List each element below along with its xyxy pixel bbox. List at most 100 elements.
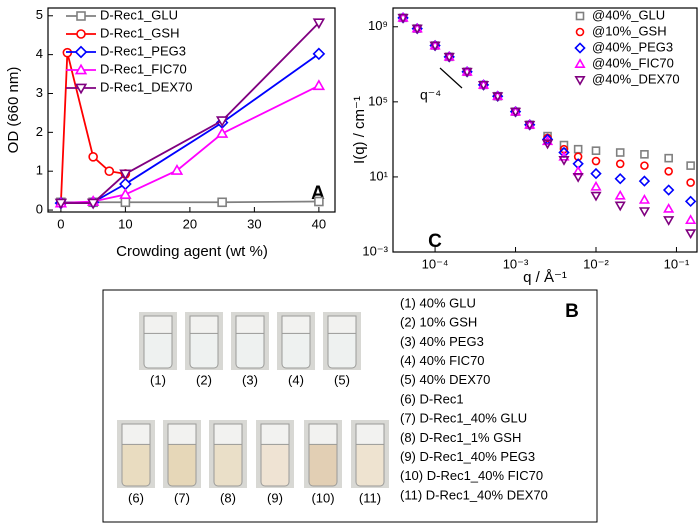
data-point	[614, 189, 626, 200]
y-tick-label: 10⁻³	[362, 243, 388, 258]
data-point	[314, 196, 324, 207]
legend-item: (2) 10% GSH	[400, 315, 477, 330]
vial-label: (5)	[334, 372, 350, 387]
data-point	[684, 195, 697, 208]
data-point	[686, 178, 695, 187]
y-tick-label: 0	[36, 201, 43, 216]
legend-label: D-Rec1_GSH	[100, 25, 179, 40]
legend-marker	[574, 42, 586, 54]
x-tick-label: 30	[247, 216, 261, 231]
data-point	[590, 191, 602, 202]
legend-item: (4) 40% FIC70	[400, 353, 485, 368]
data-point	[312, 18, 326, 30]
vial-neck	[308, 423, 338, 445]
y-tick-label: 3	[36, 85, 43, 100]
data-point	[664, 153, 673, 163]
data-point	[615, 159, 625, 169]
legend-marker	[575, 27, 585, 37]
y-tick-label: 10⁹	[368, 18, 388, 33]
data-point	[312, 79, 326, 91]
panel-label: B	[565, 301, 579, 322]
data-point	[685, 229, 697, 240]
legend-label: @40%_DEX70	[592, 71, 680, 86]
data-point	[524, 120, 536, 131]
vial-label: (9)	[267, 490, 283, 505]
vial-label: (3)	[242, 372, 258, 387]
data-point	[397, 13, 409, 24]
series-line	[60, 84, 320, 204]
x-tick-label: 10	[118, 216, 132, 231]
data-point	[104, 166, 115, 176]
legend-marker	[76, 11, 86, 21]
data-point	[88, 152, 98, 162]
data-point	[119, 177, 132, 191]
vial-neck	[213, 423, 243, 445]
x-axis-label: Crowding agent (wt %)	[116, 243, 268, 260]
x-tick-label: 40	[312, 216, 326, 231]
data-point	[120, 197, 131, 208]
data-point	[663, 216, 675, 226]
data-point	[662, 184, 675, 196]
x-axis-label: q / Å⁻¹	[523, 269, 567, 286]
legend-marker	[575, 11, 585, 21]
legend-item: (3) 40% PEG3	[400, 334, 484, 349]
data-point	[170, 164, 184, 175]
data-point	[590, 167, 602, 180]
legend-marker	[74, 45, 88, 59]
data-point	[429, 41, 441, 52]
data-point	[54, 198, 68, 210]
vial-label: (8)	[220, 490, 236, 505]
data-point	[640, 150, 649, 159]
data-point	[509, 107, 522, 118]
vial-neck	[260, 423, 290, 445]
legend-item: (1) 40% GLU	[400, 295, 476, 310]
legend-item: (8) D-Rec1_1% GSH	[400, 430, 521, 445]
x-tick-label: 20	[183, 216, 197, 231]
y-axis-label: OD (660 nm)	[5, 67, 22, 154]
data-point	[215, 116, 229, 128]
vial-label: (10)	[311, 490, 334, 505]
data-point	[573, 144, 583, 154]
legend-item: (9) D-Rec1_40% PEG3	[400, 449, 535, 464]
legend-item: (6) D-Rec1	[400, 391, 464, 406]
legend-label: D-Rec1_FIC70	[100, 61, 187, 76]
data-point	[312, 47, 326, 61]
vial-neck	[121, 423, 151, 445]
legend-item: (5) 40% DEX70	[400, 372, 490, 387]
data-point	[590, 180, 602, 191]
data-point	[615, 148, 625, 157]
vial-label: (6)	[128, 490, 144, 505]
legend-label: @10%_GSH	[592, 23, 667, 38]
y-axis-label: I(q) / cm⁻¹	[351, 96, 368, 164]
series-line	[60, 200, 319, 204]
vial-neck	[355, 423, 385, 445]
data-point	[461, 67, 473, 78]
y-tick-label: 2	[36, 124, 43, 139]
vial-label: (2)	[196, 372, 212, 387]
data-point	[215, 127, 229, 138]
panel-label: C	[428, 231, 442, 252]
data-point	[541, 139, 554, 150]
x-tick-label: 10⁻³	[503, 256, 529, 271]
data-point	[558, 156, 570, 166]
legend-label: D-Rec1_PEG3	[100, 43, 186, 58]
vial-neck	[235, 315, 265, 334]
data-point	[638, 175, 651, 187]
data-point	[638, 207, 651, 217]
panel-b-frame	[102, 289, 598, 523]
data-point	[686, 161, 695, 170]
legend-label: D-Rec1_DEX70	[100, 79, 193, 94]
data-point	[614, 173, 626, 185]
annotation-line	[439, 67, 463, 89]
plot-frame	[47, 7, 336, 213]
y-tick-label: 1	[36, 163, 43, 178]
legend-item: (11) D-Rec1_40% DEX70	[400, 487, 548, 502]
data-point	[217, 197, 227, 208]
x-tick-label: 10⁻⁴	[422, 256, 449, 271]
vial-neck	[143, 315, 173, 334]
vial-neck	[281, 315, 311, 334]
data-point	[685, 214, 697, 225]
data-point	[640, 161, 649, 170]
x-tick-label: 10⁻¹	[664, 256, 690, 271]
annotation: q⁻⁴	[420, 87, 441, 103]
